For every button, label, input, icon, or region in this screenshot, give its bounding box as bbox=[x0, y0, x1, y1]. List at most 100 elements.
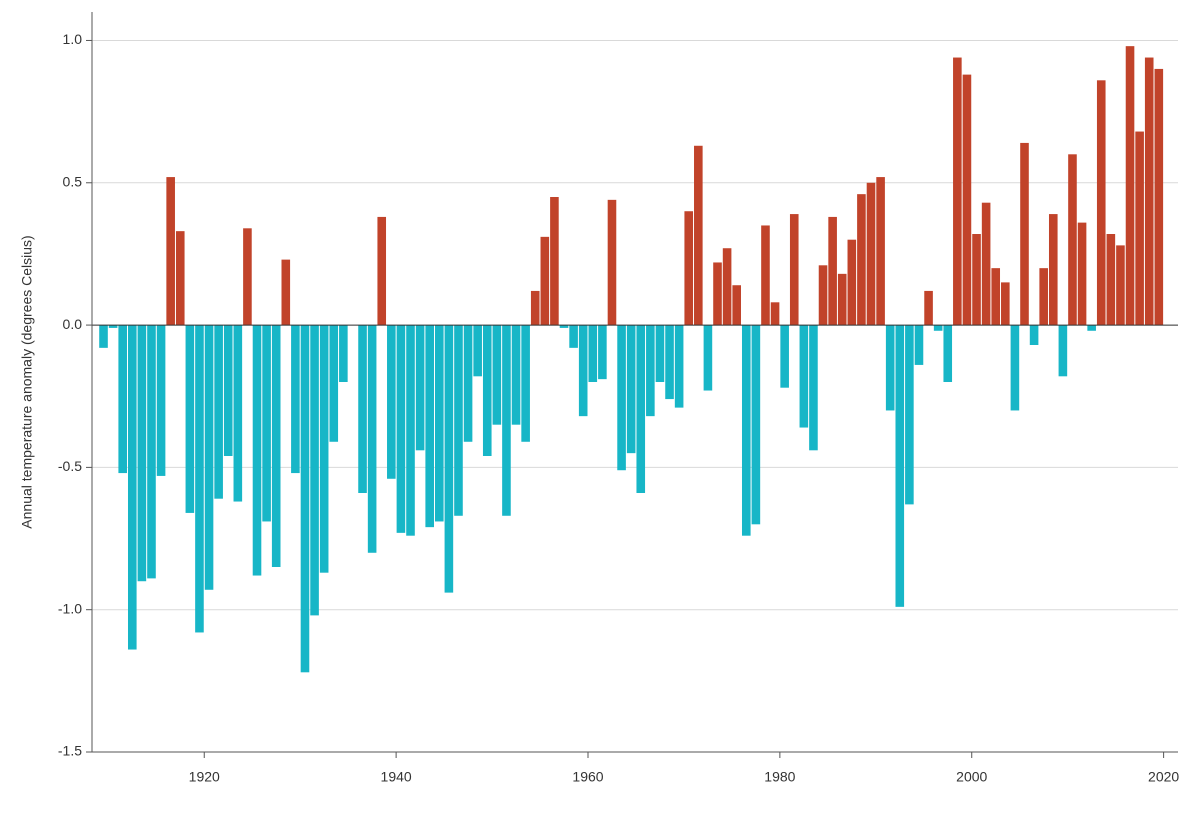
y-tick-label: -1.0 bbox=[58, 600, 82, 616]
bar bbox=[665, 325, 674, 400]
bar bbox=[1010, 325, 1020, 411]
y-tick-label: -0.5 bbox=[58, 458, 82, 474]
bar bbox=[962, 74, 972, 326]
bar bbox=[943, 325, 953, 382]
bar bbox=[425, 325, 434, 528]
bar bbox=[195, 325, 204, 633]
bar bbox=[118, 325, 127, 474]
bar bbox=[223, 325, 233, 456]
bar bbox=[1001, 282, 1010, 326]
bar bbox=[713, 262, 722, 326]
bar bbox=[444, 325, 454, 593]
bar bbox=[310, 325, 319, 616]
bar bbox=[99, 325, 108, 348]
bar bbox=[214, 325, 223, 499]
bar bbox=[1106, 234, 1116, 326]
bar bbox=[607, 199, 617, 326]
bar bbox=[741, 325, 751, 536]
bar bbox=[329, 325, 339, 442]
bar bbox=[1020, 142, 1029, 326]
bar bbox=[770, 302, 780, 326]
bar bbox=[694, 145, 703, 326]
bar bbox=[377, 216, 387, 326]
bar bbox=[617, 325, 626, 471]
bar bbox=[550, 197, 559, 326]
bar bbox=[387, 325, 396, 479]
bar bbox=[540, 236, 550, 326]
bar bbox=[463, 325, 473, 442]
bar bbox=[646, 325, 655, 417]
bar bbox=[598, 325, 607, 380]
bar bbox=[789, 214, 799, 326]
bar bbox=[127, 325, 137, 650]
bar bbox=[809, 325, 818, 451]
bar bbox=[914, 325, 924, 365]
x-tick-label: 1940 bbox=[381, 769, 412, 785]
bar bbox=[1058, 325, 1068, 377]
bar bbox=[1135, 131, 1144, 326]
bar bbox=[367, 325, 377, 553]
bar bbox=[626, 325, 636, 454]
bar bbox=[722, 248, 732, 326]
bar bbox=[521, 325, 530, 442]
bar bbox=[1029, 325, 1039, 345]
bar bbox=[530, 290, 540, 326]
bar bbox=[252, 325, 262, 576]
bar bbox=[981, 202, 991, 326]
bar bbox=[732, 285, 741, 326]
bar bbox=[502, 325, 511, 516]
bar bbox=[1048, 214, 1058, 326]
x-tick-label: 1960 bbox=[572, 769, 603, 785]
y-axis-label: Annual temperature anomaly (degrees Cels… bbox=[19, 235, 35, 528]
bar bbox=[185, 325, 195, 513]
bar bbox=[991, 268, 1001, 326]
bar bbox=[492, 325, 502, 425]
bar bbox=[578, 325, 588, 417]
bar bbox=[895, 325, 905, 607]
bar bbox=[396, 325, 406, 533]
bar bbox=[147, 325, 156, 579]
bar bbox=[924, 290, 933, 326]
bar bbox=[818, 265, 828, 326]
x-tick-label: 2020 bbox=[1148, 769, 1179, 785]
bar bbox=[703, 325, 713, 391]
bar bbox=[559, 325, 569, 328]
bar bbox=[271, 325, 281, 567]
y-tick-label: 1.0 bbox=[63, 31, 83, 47]
bar bbox=[1116, 245, 1125, 326]
bar bbox=[511, 325, 521, 425]
bar bbox=[1077, 222, 1087, 326]
bar bbox=[885, 325, 895, 411]
bar bbox=[684, 211, 694, 326]
bar bbox=[339, 325, 348, 382]
bar bbox=[358, 325, 367, 493]
bar bbox=[482, 325, 492, 456]
bar bbox=[473, 325, 482, 377]
bar bbox=[905, 325, 914, 505]
bar bbox=[780, 325, 789, 388]
bar bbox=[837, 273, 847, 326]
bar bbox=[262, 325, 271, 522]
bar bbox=[1039, 268, 1048, 326]
bar bbox=[166, 177, 175, 326]
bar bbox=[674, 325, 684, 408]
bar bbox=[233, 325, 243, 502]
bar bbox=[866, 182, 876, 326]
bar bbox=[569, 325, 578, 348]
bar bbox=[953, 57, 962, 326]
bar bbox=[1096, 80, 1106, 326]
bar bbox=[454, 325, 463, 516]
bar bbox=[204, 325, 214, 590]
bar bbox=[1125, 46, 1135, 326]
bar bbox=[751, 325, 761, 525]
bar bbox=[281, 259, 291, 326]
bar bbox=[137, 325, 147, 582]
y-tick-label: 0.0 bbox=[63, 316, 83, 332]
bar bbox=[175, 231, 185, 326]
bar bbox=[847, 239, 857, 326]
bar bbox=[761, 225, 770, 326]
bar bbox=[434, 325, 444, 522]
bar bbox=[243, 228, 252, 326]
bar bbox=[1154, 68, 1164, 326]
